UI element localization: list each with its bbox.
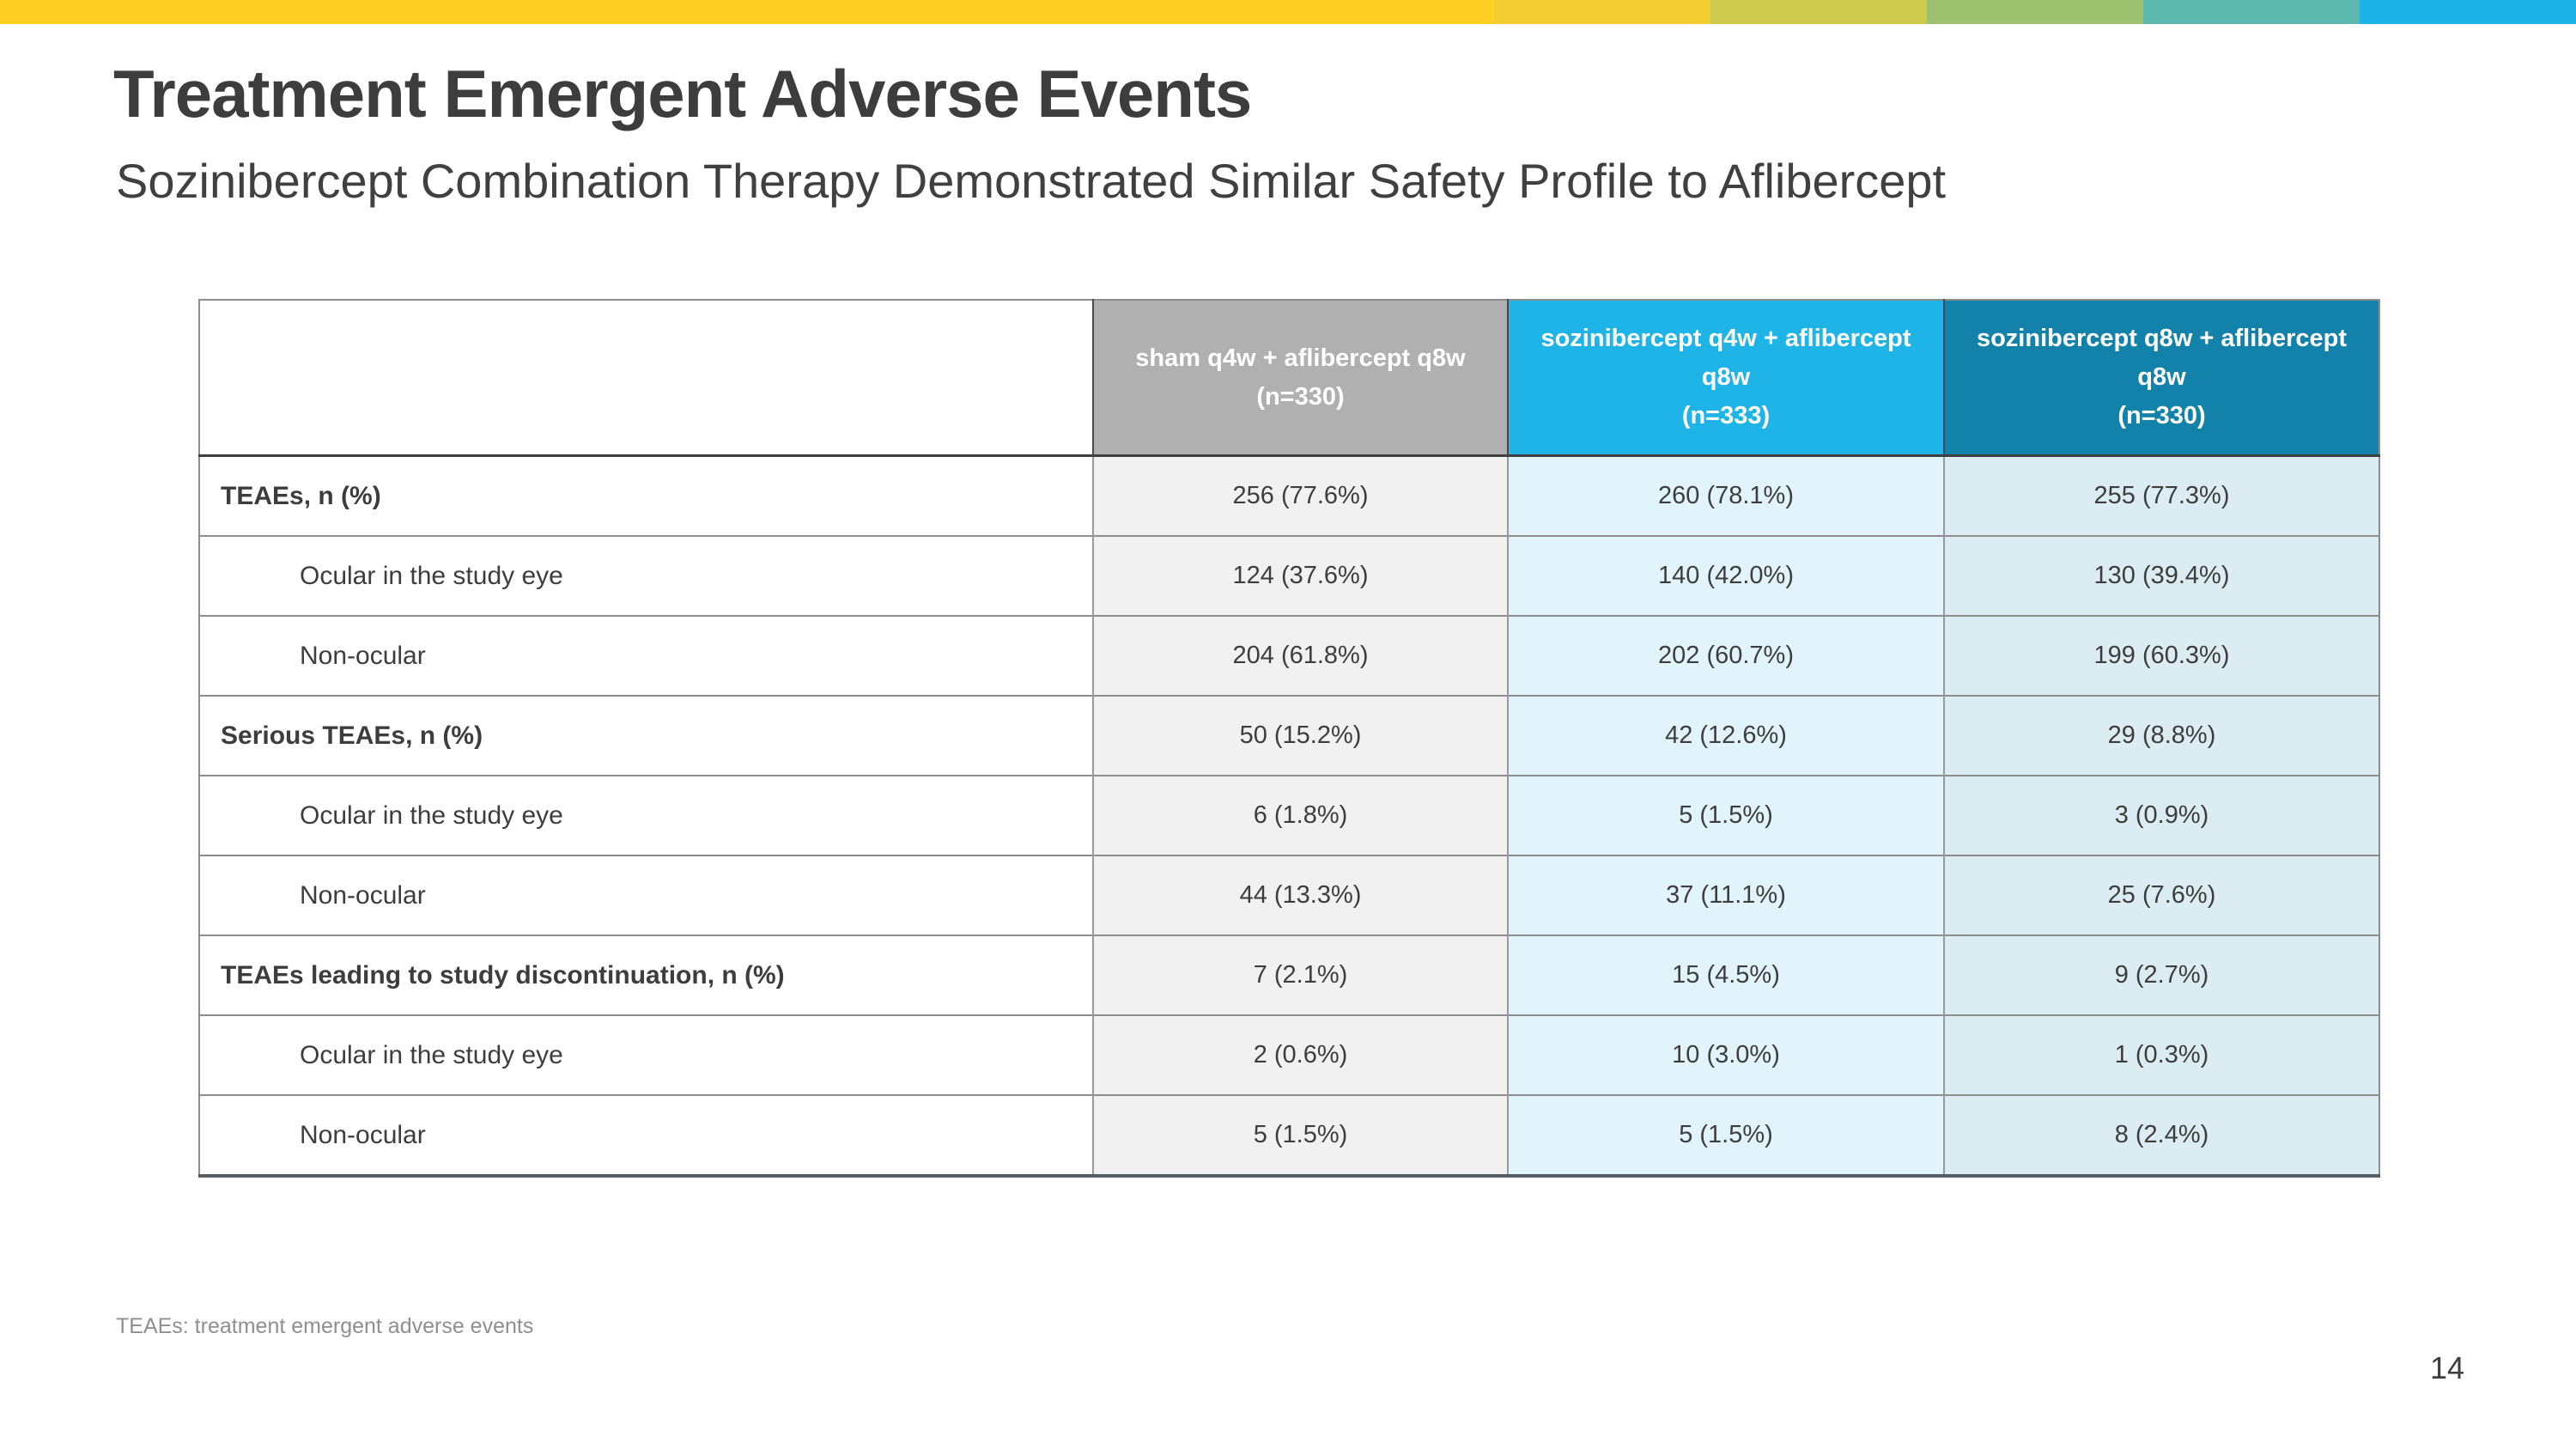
top-accent-bar <box>0 0 2576 24</box>
row-label: Non-ocular <box>199 1094 1093 1176</box>
cell-sozinibercept-q4w-aflibercept-q8w: 140 (42.0%) <box>1507 535 1944 616</box>
accent-bar-segment-green <box>1927 0 2143 24</box>
page-title: Treatment Emergent Adverse Events <box>113 56 1252 131</box>
column-header-n: (n=330) <box>2117 402 2206 429</box>
cell-sozinibercept-q8w-aflibercept-q8w: 199 (60.3%) <box>1943 615 2379 696</box>
cell-sozinibercept-q4w-aflibercept-q8w: 10 (3.0%) <box>1507 1014 1944 1095</box>
column-header-sozinibercept-q4w-aflibercept-q8w: sozinibercept q4w + aflibercept q8w (n=33… <box>1507 300 1944 457</box>
accent-bar-segment-olive <box>1710 0 1927 24</box>
footnote: TEAEs: treatment emergent adverse events <box>116 1314 534 1338</box>
row-label: Ocular in the study eye <box>199 535 1093 616</box>
column-header-sham-q4w-aflibercept-q8w: sham q4w + aflibercept q8w (n=330) <box>1092 300 1508 457</box>
accent-bar-segment-teal <box>2143 0 2360 24</box>
table-row: Ocular in the study eye 2 (0.6%) 10 (3.0%)… <box>199 1014 2379 1095</box>
table-header-row: sham q4w + aflibercept q8w (n=330) sozinib… <box>199 300 2379 457</box>
table-row: Non-ocular 204 (61.8%) 202 (60.7%) 199 (60.… <box>199 615 2379 696</box>
table-row: TEAEs leading to study discontinuation, … <box>199 935 2379 1015</box>
cell-sozinibercept-q4w-aflibercept-q8w: 15 (4.5%) <box>1507 935 1944 1015</box>
column-header-n: (n=330) <box>1256 382 1345 411</box>
cell-sozinibercept-q4w-aflibercept-q8w: 202 (60.7%) <box>1507 615 1944 696</box>
cell-sham-q4w-aflibercept-q8w: 204 (61.8%) <box>1092 615 1508 696</box>
accent-bar-segment-blue <box>2360 0 2576 24</box>
cell-sozinibercept-q4w-aflibercept-q8w: 37 (11.1%) <box>1507 855 1944 935</box>
column-header-label: sham q4w + aflibercept q8w <box>1135 344 1466 372</box>
cell-sham-q4w-aflibercept-q8w: 44 (13.3%) <box>1092 855 1508 935</box>
accent-bar-segment-yellow-muted <box>1494 0 1710 24</box>
cell-sham-q4w-aflibercept-q8w: 7 (2.1%) <box>1092 935 1508 1015</box>
cell-sozinibercept-q8w-aflibercept-q8w: 130 (39.4%) <box>1943 535 2379 616</box>
column-header-label: sozinibercept q8w + aflibercept q8w <box>1976 325 2348 391</box>
column-header-sozinibercept-q8w-aflibercept-q8w: sozinibercept q8w + aflibercept q8w (n=33… <box>1943 300 2379 457</box>
row-label: TEAEs, n (%) <box>199 454 1093 536</box>
page-number: 14 <box>2429 1350 2464 1385</box>
table-row: Ocular in the study eye 6 (1.8%) 5 (1.5%) 3… <box>199 775 2379 855</box>
cell-sham-q4w-aflibercept-q8w: 256 (77.6%) <box>1092 454 1508 536</box>
cell-sozinibercept-q4w-aflibercept-q8w: 5 (1.5%) <box>1507 1094 1944 1176</box>
cell-sozinibercept-q4w-aflibercept-q8w: 5 (1.5%) <box>1507 775 1944 855</box>
cell-sozinibercept-q8w-aflibercept-q8w: 25 (7.6%) <box>1943 855 2379 935</box>
row-label: TEAEs leading to study discontinuation, … <box>199 935 1093 1015</box>
row-label: Ocular in the study eye <box>199 1014 1093 1095</box>
teae-table: sham q4w + aflibercept q8w (n=330) sozinib… <box>198 299 2380 1178</box>
row-label: Non-ocular <box>199 855 1093 935</box>
page-subtitle: Sozinibercept Combination Therapy Demons… <box>116 154 1947 208</box>
table-corner-cell <box>199 300 1093 457</box>
table-row: Non-ocular 5 (1.5%) 5 (1.5%) 8 (2.4%) <box>199 1094 2379 1176</box>
cell-sozinibercept-q4w-aflibercept-q8w: 260 (78.1%) <box>1507 454 1944 536</box>
cell-sham-q4w-aflibercept-q8w: 124 (37.6%) <box>1092 535 1508 616</box>
cell-sham-q4w-aflibercept-q8w: 50 (15.2%) <box>1092 695 1508 776</box>
column-header-label: sozinibercept q4w + aflibercept q8w <box>1540 325 1911 391</box>
cell-sozinibercept-q8w-aflibercept-q8w: 3 (0.9%) <box>1943 775 2379 855</box>
cell-sozinibercept-q8w-aflibercept-q8w: 255 (77.3%) <box>1943 454 2379 536</box>
accent-bar-segment-yellow-main <box>0 0 1494 24</box>
row-label: Non-ocular <box>199 615 1093 696</box>
row-label: Ocular in the study eye <box>199 775 1093 855</box>
cell-sozinibercept-q8w-aflibercept-q8w: 8 (2.4%) <box>1943 1094 2379 1176</box>
column-header-n: (n=333) <box>1681 402 1771 429</box>
cell-sozinibercept-q4w-aflibercept-q8w: 42 (12.6%) <box>1507 695 1944 776</box>
cell-sham-q4w-aflibercept-q8w: 5 (1.5%) <box>1092 1094 1508 1176</box>
cell-sham-q4w-aflibercept-q8w: 6 (1.8%) <box>1092 775 1508 855</box>
table-row: TEAEs, n (%) 256 (77.6%) 260 (78.1%) 255 (7… <box>199 454 2379 536</box>
table-row: Ocular in the study eye 124 (37.6%) 140 (4… <box>199 535 2379 616</box>
row-label: Serious TEAEs, n (%) <box>199 695 1093 776</box>
cell-sozinibercept-q8w-aflibercept-q8w: 1 (0.3%) <box>1943 1014 2379 1095</box>
cell-sozinibercept-q8w-aflibercept-q8w: 29 (8.8%) <box>1943 695 2379 776</box>
cell-sozinibercept-q8w-aflibercept-q8w: 9 (2.7%) <box>1943 935 2379 1015</box>
table-row: Non-ocular 44 (13.3%) 37 (11.1%) 25 (7.6%) <box>199 855 2379 935</box>
cell-sham-q4w-aflibercept-q8w: 2 (0.6%) <box>1092 1014 1508 1095</box>
table-row: Serious TEAEs, n (%) 50 (15.2%) 42 (12.6%)… <box>199 695 2379 776</box>
